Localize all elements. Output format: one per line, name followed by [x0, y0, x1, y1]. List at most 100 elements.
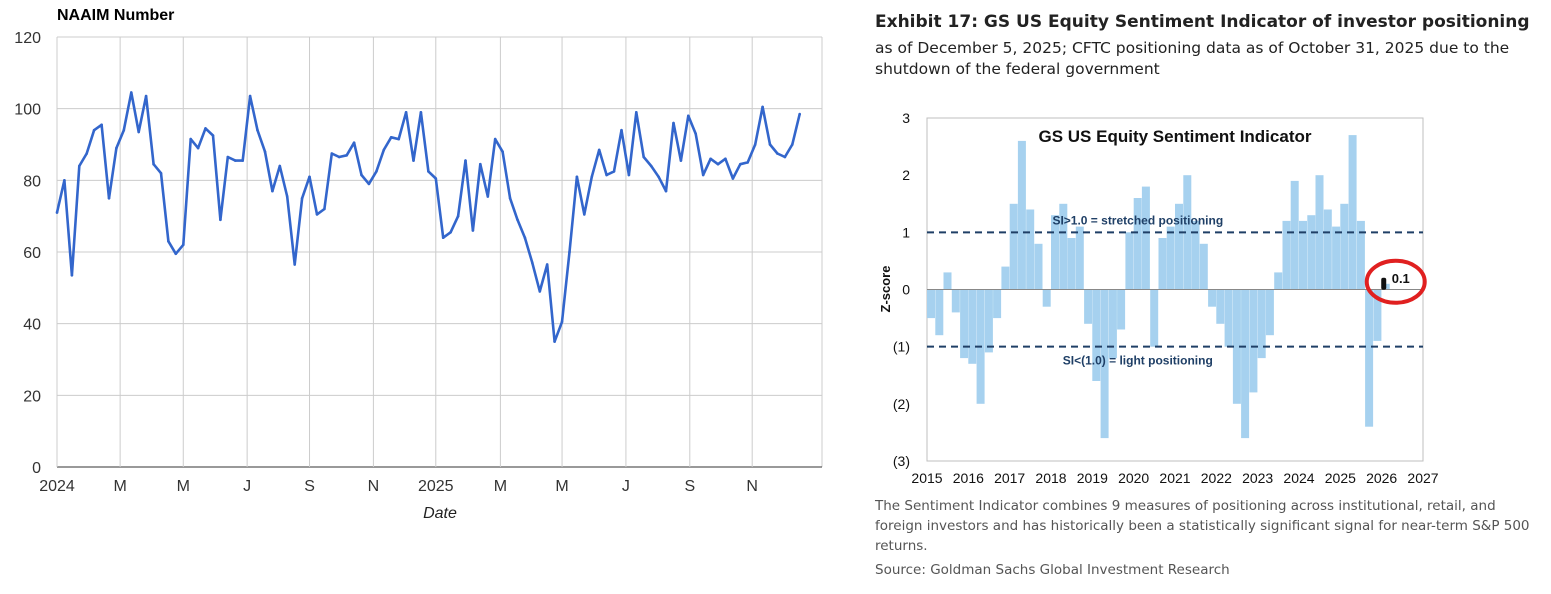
naaim-x-tick-label: N	[368, 478, 380, 495]
naaim-data-point	[278, 164, 282, 168]
naaim-data-point	[538, 290, 542, 293]
sentiment-x-tick-label: 2019	[1077, 470, 1108, 486]
naaim-data-point	[100, 123, 103, 127]
naaim-data-point	[434, 177, 438, 180]
naaim-data-point	[92, 128, 96, 132]
naaim-data-point	[493, 137, 497, 141]
sentiment-bar	[1373, 289, 1382, 341]
naaim-data-point	[248, 94, 252, 98]
sentiment-bar	[1150, 289, 1159, 347]
naaim-data-point	[219, 218, 222, 222]
naaim-data-point	[404, 111, 408, 114]
sentiment-x-tick-label: 2025	[1325, 470, 1356, 486]
naaim-data-point	[55, 211, 59, 214]
naaim-data-point	[427, 170, 430, 173]
naaim-data-point	[471, 229, 475, 232]
naaim-x-tick-label: M	[555, 478, 568, 495]
sentiment-bar	[1001, 266, 1010, 290]
sentiment-chart: SI>1.0 = stretched positioning SI<(1.0) =…	[840, 100, 1551, 492]
sentiment-bar	[1117, 289, 1126, 330]
naaim-data-point	[642, 155, 645, 159]
sentiment-bar	[1125, 232, 1134, 290]
sentiment-bar	[1257, 289, 1266, 359]
sentiment-bar	[1232, 289, 1241, 404]
sentiment-bar	[1249, 289, 1258, 393]
latest-value-label: 0.1	[1392, 271, 1410, 286]
naaim-data-point	[144, 94, 148, 98]
sentiment-x-tick-label: 2020	[1118, 470, 1149, 486]
naaim-series-line	[55, 91, 801, 343]
sentiment-x-tick-label: 2016	[953, 470, 984, 486]
naaim-data-point	[167, 240, 170, 243]
naaim-data-point	[337, 155, 341, 159]
naaim-x-tick-label: M	[113, 478, 126, 495]
naaim-data-point	[345, 154, 349, 157]
sentiment-y-tick-label: 1	[902, 224, 910, 240]
naaim-data-point	[263, 150, 267, 153]
naaim-data-point	[137, 130, 140, 134]
naaim-x-tick-label: N	[746, 478, 758, 495]
sentiment-y-tick-label: 2	[902, 167, 910, 183]
sentiment-bar	[1315, 175, 1324, 290]
naaim-data-point	[709, 157, 712, 161]
sentiment-bar	[984, 289, 993, 353]
naaim-data-point	[70, 274, 74, 277]
naaim-x-tick-label: J	[243, 478, 251, 495]
naaim-data-point	[508, 197, 512, 200]
sentiment-bar	[1241, 289, 1250, 439]
naaim-data-point	[85, 152, 88, 155]
exhibit-note: The Sentiment Indicator combines 9 measu…	[875, 498, 1530, 554]
naaim-data-point	[441, 236, 445, 239]
naaim-data-point	[234, 159, 237, 162]
naaim-data-point	[583, 213, 586, 216]
sentiment-bar	[1166, 226, 1175, 290]
naaim-data-point	[352, 141, 356, 144]
sentiment-bar	[1199, 243, 1208, 290]
naaim-data-point	[271, 189, 274, 193]
naaim-data-point	[486, 195, 490, 198]
naaim-data-point	[449, 231, 452, 234]
naaim-data-point	[635, 111, 638, 114]
sentiment-bar	[1175, 203, 1183, 290]
sentiment-y-tick-label: (3)	[893, 453, 910, 469]
naaim-data-point	[657, 175, 660, 179]
sentiment-bar	[1265, 289, 1274, 336]
sentiment-bar	[1191, 220, 1200, 290]
naaim-y-tick-label: 80	[23, 173, 41, 190]
naaim-data-point	[612, 170, 616, 173]
sentiment-bar	[1075, 226, 1084, 290]
naaim-x-tick-label: J	[622, 478, 630, 495]
naaim-data-point	[122, 128, 126, 132]
naaim-data-point	[664, 189, 668, 193]
naaim-data-point	[545, 263, 549, 266]
sentiment-bar	[1141, 186, 1150, 290]
naaim-data-point	[724, 157, 727, 161]
sentiment-bar	[1274, 272, 1283, 290]
naaim-data-point	[553, 340, 556, 343]
naaim-data-point	[731, 177, 735, 180]
naaim-data-point	[523, 236, 527, 239]
naaim-data-point	[397, 137, 401, 141]
sentiment-x-tick-label: 2021	[1159, 470, 1190, 486]
naaim-x-axis-label: Date	[423, 505, 457, 522]
sentiment-x-tick-label: 2024	[1283, 470, 1314, 486]
sentiment-y-tick-label: 0	[902, 282, 910, 298]
naaim-data-point	[620, 128, 623, 132]
naaim-data-point	[687, 114, 690, 118]
naaim-data-point	[241, 159, 244, 162]
sentiment-bar	[935, 289, 944, 336]
sentiment-reference-label: SI>1.0 = stretched positioning	[1052, 213, 1223, 227]
sentiment-bar	[927, 289, 935, 319]
naaim-data-point	[389, 136, 393, 139]
sentiment-y-tick-label: (1)	[893, 339, 910, 355]
naaim-data-point	[768, 143, 772, 146]
sentiment-bar	[1208, 289, 1217, 307]
sentiment-y-axis-label: Z-score	[878, 266, 893, 313]
naaim-data-point	[159, 171, 163, 175]
sentiment-bar	[1133, 198, 1142, 290]
sentiment-bar	[1332, 226, 1341, 290]
naaim-chart: NAAIM Number 0 20 40 60 80 100 120 2024 M M J S N 20…	[14, 7, 823, 522]
sentiment-bar	[1365, 289, 1374, 427]
naaim-data-point	[568, 250, 571, 254]
naaim-x-tick-label: M	[177, 478, 190, 495]
